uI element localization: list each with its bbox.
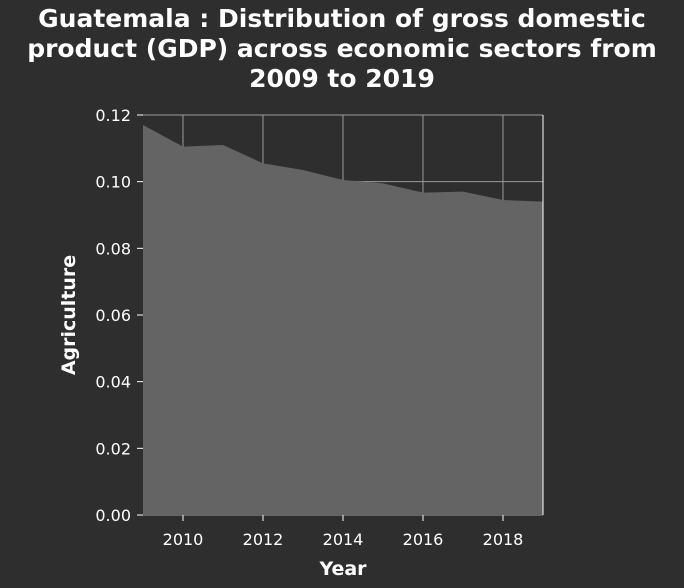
chart-title: Guatemala : Distribution of gross domest… [0, 4, 684, 94]
x-tick-label: 2018 [483, 530, 524, 549]
y-tick-label: 0.00 [95, 506, 131, 525]
y-tick-label: 0.08 [95, 239, 131, 258]
y-tick-label: 0.04 [95, 373, 131, 392]
y-tick-label: 0.06 [95, 306, 131, 325]
area-series-agriculture [143, 125, 543, 515]
x-tick-label: 2010 [163, 530, 204, 549]
y-tick-label: 0.02 [95, 439, 131, 458]
axes [137, 114, 544, 521]
x-tick-label: 2016 [403, 530, 444, 549]
x-axis-label: Year [318, 558, 367, 580]
x-tick-label: 2012 [243, 530, 284, 549]
chart-title-line-2: product (GDP) across economic sectors fr… [27, 34, 657, 63]
area-layer [143, 125, 543, 515]
y-axis-label: Agriculture [58, 255, 80, 375]
chart-title-line-1: Guatemala : Distribution of gross domest… [38, 4, 646, 33]
x-tick-label: 2014 [323, 530, 364, 549]
chart-title-line-3: 2009 to 2019 [249, 64, 435, 93]
y-tick-label: 0.12 [95, 106, 131, 125]
y-tick-label: 0.10 [95, 173, 131, 192]
tick-labels: 0.00 0.02 0.04 0.06 0.08 0.10 0.12 2010 2012 2014… [95, 106, 523, 549]
